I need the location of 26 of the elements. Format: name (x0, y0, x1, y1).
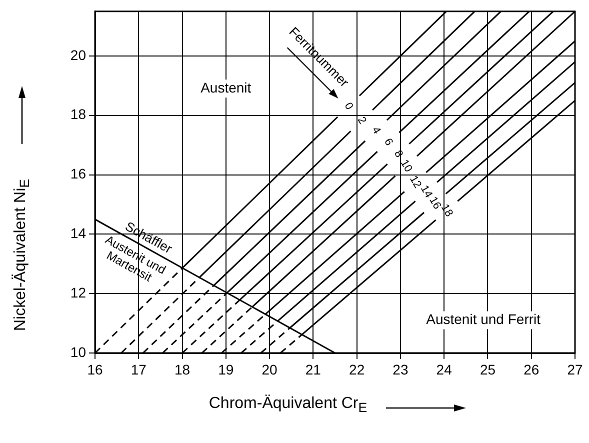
y-tick-label: 20 (70, 46, 86, 63)
annotation: 4 (369, 124, 383, 136)
x-tick-label: 27 (567, 361, 583, 378)
x-tick-label: 23 (392, 361, 408, 378)
x-tick-label: 22 (349, 361, 365, 378)
annotation: 6 (381, 136, 395, 148)
x-tick-label: 21 (305, 361, 322, 378)
x-tick-label: 24 (436, 361, 452, 378)
annotation: 10 (398, 158, 414, 174)
annotation: Austenit und Ferrit (426, 311, 541, 328)
annotation: 2 (354, 114, 368, 126)
x-tick-label: 25 (480, 361, 496, 378)
x-tick-label: 20 (262, 361, 278, 378)
x-axis-title: Chrom-Äquivalent Cr$_{E}$ (208, 394, 368, 416)
y-tick-label: 14 (70, 225, 86, 242)
annotation: Austenit (200, 79, 252, 96)
x-tick-label: 18 (174, 361, 190, 378)
annotation: 0 (342, 100, 356, 112)
y-tick-label: 10 (70, 344, 86, 360)
y-tick-label: 12 (70, 284, 86, 300)
y-tick-label: 16 (70, 166, 86, 182)
y-tick-label: 18 (70, 106, 86, 122)
x-tick-label: 16 (87, 361, 103, 378)
x-tick-label: 19 (218, 361, 234, 378)
x-tick-label: 17 (130, 361, 147, 378)
x-tick-label: 26 (524, 361, 540, 378)
